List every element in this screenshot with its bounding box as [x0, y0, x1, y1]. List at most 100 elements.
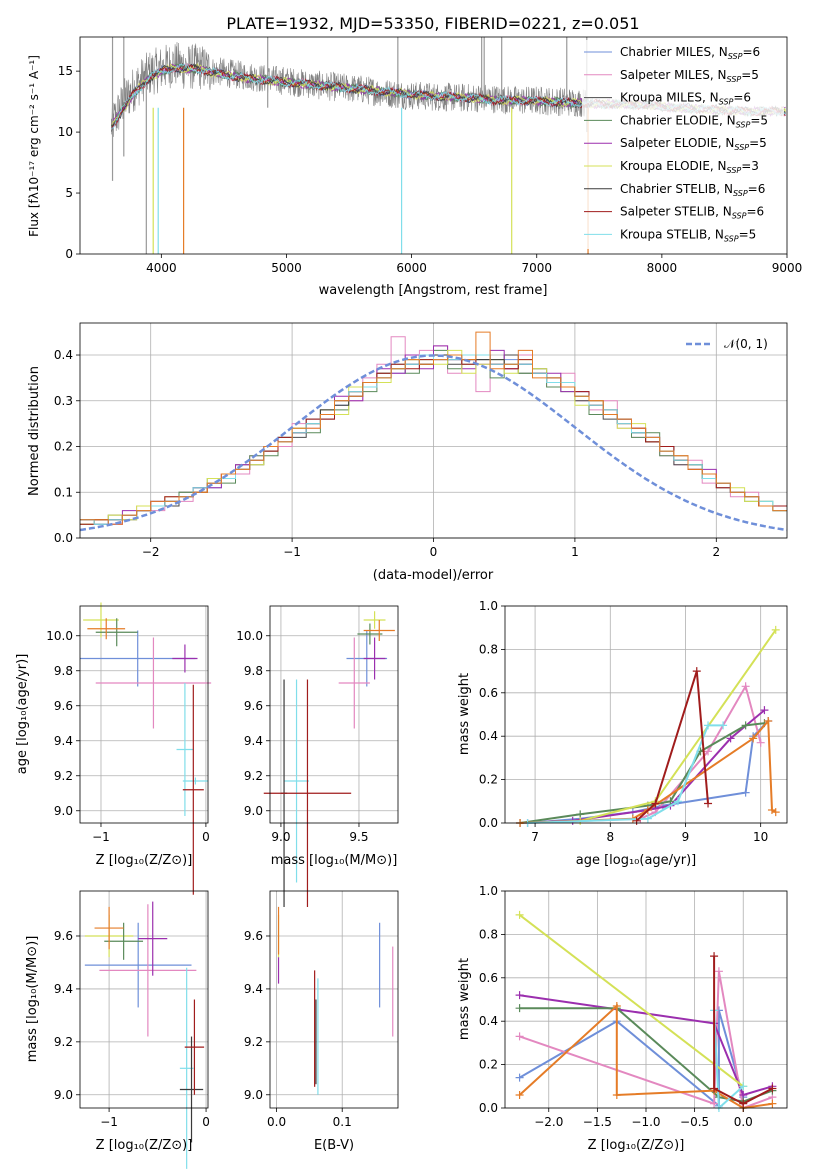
mass-weight-series-line — [527, 683, 762, 824]
error-bar-point — [84, 922, 192, 1008]
legend-entry-suffix: =3 — [741, 159, 759, 173]
legend-entry: Kroupa ELODIE, NSSP=3 — [620, 159, 759, 175]
residuals-marks — [79, 331, 788, 532]
error-bar-point — [138, 901, 168, 976]
age-vs-z-ticks: −1 0 9.0 9.2 9.4 9.6 9.8 10.0 — [46, 629, 209, 844]
legend-entry-text: Kroupa MILES, N — [620, 91, 719, 105]
mass-weight-vs-z-xlabel: Z [log₁₀(Z/Z⊙)] — [588, 1138, 685, 1153]
mass-weight-series-line — [518, 914, 744, 1088]
spectrum-ylabel: Flux [fλ10⁻¹⁷ erg cm⁻² s⁻¹ A⁻¹] — [27, 55, 41, 237]
x-tick-label: 9000 — [772, 261, 803, 275]
spectrum-axes-frame — [79, 36, 788, 255]
legend-entry-text: Kroupa STELIB, N — [620, 227, 724, 241]
mass-weight-point — [710, 1084, 719, 1093]
mass-weight-point — [704, 721, 713, 730]
mass-weight-point — [515, 910, 524, 919]
y-tick-label: 0 — [65, 247, 73, 261]
x-tick-label: 8 — [606, 830, 614, 844]
y-tick-label: 9.0 — [54, 1088, 73, 1102]
error-bar-point — [284, 679, 310, 883]
mass-weight-point — [704, 799, 713, 808]
y-tick-label: 9.6 — [54, 929, 73, 943]
mass-weight-point — [612, 1090, 621, 1099]
mass-vs-ebv-panel: 0.0 0.1 9.0 9.2 9.4 9.6 E(B-V) — [244, 890, 399, 1153]
x-tick-label: −1 — [283, 545, 301, 559]
x-tick-label: 4000 — [146, 261, 177, 275]
legend-entry-sub: SSP — [719, 98, 734, 107]
mass-weight-series-line — [713, 956, 773, 1105]
y-tick-label: 9.2 — [244, 1035, 263, 1049]
mass-weight-point — [768, 1099, 777, 1108]
legend-entry-suffix: =5 — [741, 68, 759, 82]
mass-weight-point — [710, 952, 719, 961]
y-tick-label: 0.8 — [479, 927, 498, 941]
mass-weight-point — [515, 1032, 524, 1041]
x-tick-label: 9.5 — [349, 830, 368, 844]
mass-vs-ebv-grid — [270, 891, 398, 1108]
y-tick-label: 10.0 — [46, 629, 73, 643]
legend-entry-text: Chabrier ELODIE, N — [620, 113, 736, 127]
legend-entry-sub: SSP — [734, 143, 749, 152]
x-tick-label: −1.5 — [583, 1115, 612, 1129]
y-tick-label: 10.0 — [236, 629, 263, 643]
y-tick-label: 5 — [65, 186, 73, 200]
mass-vs-ebv-marks — [277, 906, 394, 1095]
x-tick-label: −2 — [142, 545, 160, 559]
legend-entry-text: Salpeter ELODIE, N — [620, 136, 734, 150]
legend-box — [582, 40, 784, 249]
y-tick-label: 1.0 — [479, 884, 498, 898]
y-tick-label: 0.6 — [479, 971, 498, 985]
age-vs-mass-marks — [263, 611, 395, 907]
residuals-xlabel: (data-model)/error — [373, 568, 494, 583]
mass-weight-point — [704, 747, 713, 756]
x-tick-label: −0.5 — [680, 1115, 709, 1129]
mass-weight-point — [768, 1084, 777, 1093]
mass-vs-z-panel: −1 0 9.0 9.2 9.4 9.6 Z [log₁₀(Z/Z⊙)] mass [lo… — [25, 890, 210, 1169]
x-tick-label: −2.0 — [534, 1115, 563, 1129]
y-tick-label: 9.8 — [244, 664, 263, 678]
x-tick-label: −1 — [100, 1115, 118, 1129]
mass-weight-point — [756, 738, 765, 747]
mass-weight-point — [767, 805, 776, 814]
age-vs-z-ylabel: age [log₁₀(age/yr)] — [15, 654, 30, 775]
mass-vs-z-axes-frame — [79, 890, 209, 1109]
error-bar-point — [363, 611, 386, 629]
legend-entry-suffix: =5 — [750, 113, 768, 127]
age-vs-z-panel: −1 0 9.0 9.2 9.4 9.6 9.8 10.0 Z [log₁₀(Z/Z⊙)] a… — [15, 602, 212, 895]
error-bar-point — [357, 623, 383, 645]
mass-weight-vs-z-panel: −2.0 −1.5 −1.0 −0.5 0.0 0.0 0.2 0.4 0.6 0.8 1.0 Z … — [457, 884, 788, 1153]
mass-weight-point — [651, 799, 660, 808]
mass-weight-series-line — [518, 1003, 773, 1110]
mass-weight-vs-age-marks — [516, 625, 780, 827]
residuals-ticks: −2 −1 0 1 2 0.0 0.1 0.2 0.3 0.4 — [54, 348, 720, 559]
mass-weight-vs-z-ylabel: mass weight — [457, 958, 472, 1040]
legend-entry-sub: SSP — [732, 212, 747, 221]
residuals-panel: −2 −1 0 1 2 0.0 0.1 0.2 0.3 0.4 (data-model)/erro… — [27, 322, 788, 583]
error-bar-point — [182, 777, 208, 785]
error-bar-point — [94, 906, 124, 950]
y-tick-label: 9.2 — [54, 769, 73, 783]
mass-weight-series-line — [635, 670, 709, 822]
mass-weight-point — [714, 967, 723, 976]
normal-curve — [79, 354, 788, 532]
y-tick-label: 0.3 — [54, 394, 73, 408]
y-tick-label: 0.1 — [54, 485, 73, 499]
age-vs-mass-xlabel: mass [log₁₀(M/M⊙)] — [271, 853, 398, 868]
mass-weight-point — [673, 797, 682, 806]
error-bar-point — [363, 620, 395, 641]
legend-normal-label: 𝒩(0, 1) — [724, 337, 768, 351]
y-tick-label: 9.0 — [244, 804, 263, 818]
y-tick-label: 0.0 — [479, 1101, 498, 1115]
legend-entry-sub: SSP — [727, 166, 742, 175]
mass-weight-point — [739, 1099, 748, 1108]
legend-entry-suffix: =5 — [739, 227, 757, 241]
age-vs-mass-grid — [270, 606, 398, 823]
mass-weight-vs-age-xlabel: age [log₁₀(age/yr)] — [576, 853, 697, 868]
mass-vs-z-ticks: −1 0 9.0 9.2 9.4 9.6 — [54, 929, 210, 1129]
y-tick-label: 9.6 — [54, 699, 73, 713]
legend-entry-sub: SSP — [724, 234, 739, 243]
mass-weight-point — [666, 797, 675, 806]
x-tick-label: 1 — [571, 545, 579, 559]
x-tick-label: 0.0 — [734, 1115, 753, 1129]
legend-entry-suffix: =6 — [746, 205, 764, 219]
